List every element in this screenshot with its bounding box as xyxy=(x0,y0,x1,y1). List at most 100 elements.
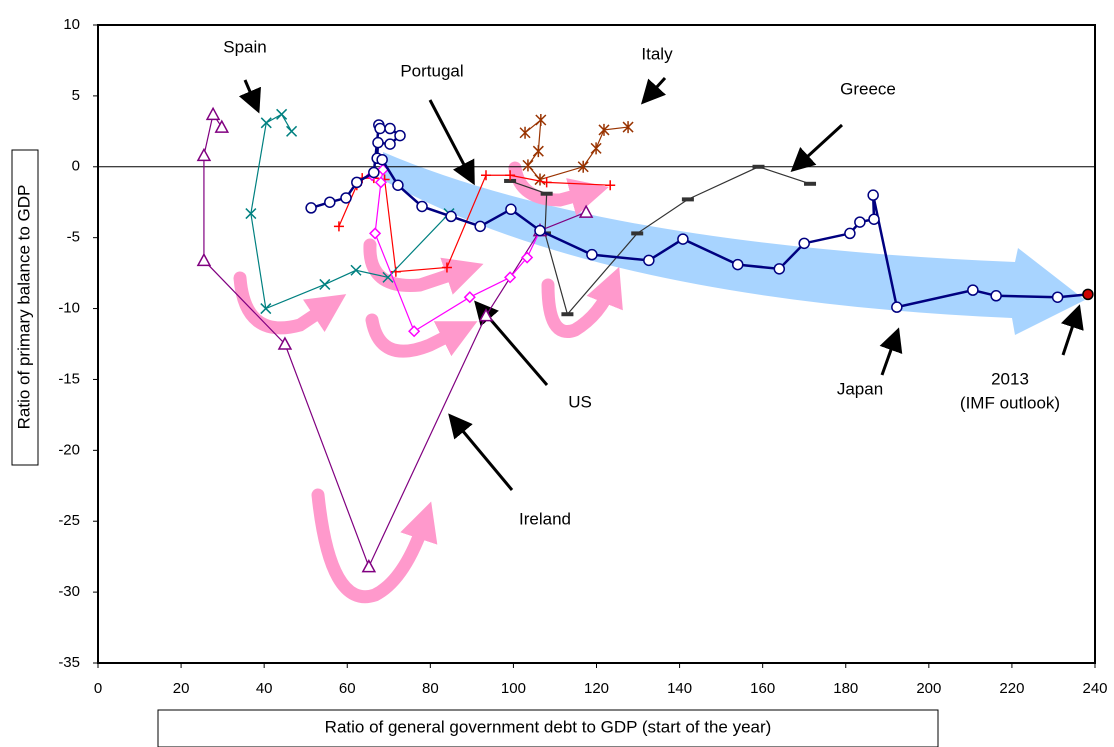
point xyxy=(1051,291,1064,303)
point xyxy=(445,210,457,223)
x-tick-label: 100 xyxy=(501,680,526,697)
pink-arrows xyxy=(233,161,623,604)
x-tick-label: 220 xyxy=(999,680,1024,697)
x-tick-label: 80 xyxy=(422,680,439,697)
point xyxy=(372,136,384,149)
annotation: (IMF outlook) xyxy=(960,393,1060,412)
point xyxy=(535,113,547,126)
point xyxy=(854,216,866,228)
y-tick-label: -30 xyxy=(58,583,80,600)
series-label: Ireland xyxy=(519,509,571,528)
point xyxy=(598,123,610,136)
point xyxy=(480,170,491,181)
point xyxy=(643,254,655,267)
trend-arrow xyxy=(383,152,1085,335)
y-axis-label: Ratio of primary balance to GDP xyxy=(14,185,33,430)
x-tick-label: 120 xyxy=(584,680,609,697)
point xyxy=(205,106,221,121)
point xyxy=(731,258,744,271)
series-label: Greece xyxy=(840,79,896,98)
point xyxy=(605,180,616,191)
point xyxy=(368,166,380,179)
point xyxy=(868,213,880,225)
x-tick-label: 200 xyxy=(916,680,941,697)
point xyxy=(967,284,979,296)
point xyxy=(478,308,494,322)
point xyxy=(1082,288,1094,301)
point xyxy=(276,108,288,120)
point xyxy=(376,153,388,166)
point xyxy=(361,559,377,573)
point xyxy=(286,125,298,137)
point xyxy=(522,159,534,172)
x-tick-label: 20 xyxy=(173,680,190,697)
x-tick-label: 140 xyxy=(667,680,692,697)
point xyxy=(590,142,602,155)
point xyxy=(622,121,634,134)
y-label-box xyxy=(11,149,39,466)
point xyxy=(534,224,546,237)
point xyxy=(333,221,344,232)
series-label: Portugal xyxy=(400,61,463,80)
y-tick-label: 0 xyxy=(72,158,80,175)
point xyxy=(340,192,352,204)
decorations xyxy=(233,76,1085,604)
point xyxy=(392,179,404,191)
series-label: US xyxy=(568,392,592,411)
point xyxy=(532,145,544,158)
point xyxy=(374,122,386,135)
point xyxy=(505,170,516,181)
y-tick-label: 10 xyxy=(63,16,80,33)
point xyxy=(196,252,212,267)
y-tick-label: -10 xyxy=(58,300,80,317)
x-tick-label: 0 xyxy=(94,680,102,697)
point xyxy=(324,196,336,208)
x-tick-label: 180 xyxy=(833,680,858,697)
series-label: Spain xyxy=(223,37,266,56)
point xyxy=(441,262,452,273)
series-line xyxy=(509,166,811,316)
point xyxy=(416,200,428,213)
point xyxy=(277,336,293,350)
point xyxy=(369,227,382,240)
point xyxy=(305,202,317,214)
point xyxy=(374,176,387,189)
point xyxy=(463,291,476,304)
x-tick-label: 240 xyxy=(1082,680,1107,697)
point xyxy=(519,126,531,139)
point xyxy=(260,117,272,129)
point xyxy=(505,203,517,216)
annotation: 2013 xyxy=(991,369,1029,388)
series-label: Japan xyxy=(837,379,883,398)
point xyxy=(578,204,594,218)
point xyxy=(990,290,1002,302)
y-tick-label: -25 xyxy=(58,512,80,529)
point xyxy=(891,301,903,313)
point xyxy=(773,263,786,275)
y-tick-label: 5 xyxy=(72,87,80,104)
y-tick-label: -15 xyxy=(58,370,80,387)
y-tick-label: -20 xyxy=(58,441,80,458)
point xyxy=(384,122,396,135)
point xyxy=(351,176,363,189)
point xyxy=(245,208,257,220)
x-tick-label: 160 xyxy=(750,680,775,697)
x-tick-label: 40 xyxy=(256,680,273,697)
point xyxy=(867,189,879,201)
point xyxy=(394,129,406,142)
x-label-box xyxy=(157,709,939,747)
point xyxy=(798,237,810,250)
plot-area xyxy=(97,24,1096,664)
point xyxy=(474,220,486,233)
point xyxy=(677,233,689,245)
point xyxy=(586,248,598,261)
point xyxy=(504,271,517,284)
x-axis-label: Ratio of general government debt to GDP … xyxy=(325,717,772,736)
point xyxy=(844,227,856,240)
point xyxy=(408,325,421,338)
point xyxy=(350,264,362,276)
point xyxy=(196,147,212,162)
point xyxy=(384,138,396,150)
